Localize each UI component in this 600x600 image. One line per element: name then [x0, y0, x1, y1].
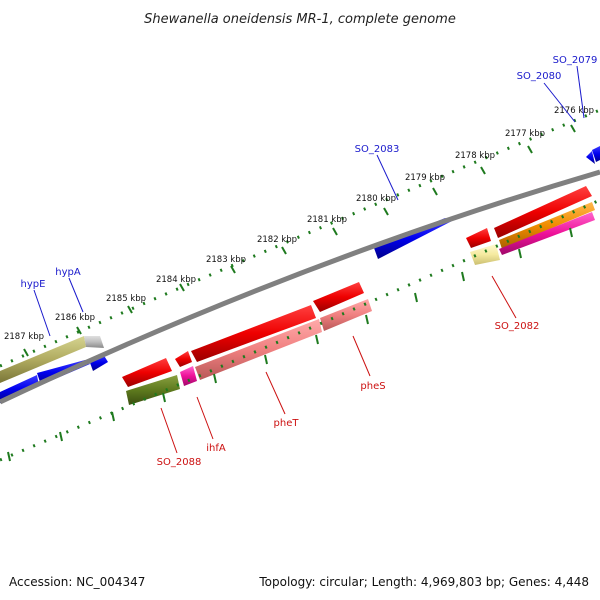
gene-label-so-2079[interactable]: SO_2079	[553, 55, 598, 66]
scale-label: 2182 kbp	[257, 235, 297, 245]
scale-label: 2187 kbp	[4, 332, 44, 342]
scale-label: 2178 kbp	[455, 151, 495, 161]
gene-so-2080[interactable]	[592, 146, 600, 162]
gene-ihfa[interactable]	[180, 366, 197, 386]
accession-text: Accession: NC_004347	[9, 575, 145, 589]
scale-label: 2184 kbp	[156, 275, 196, 285]
gene-label-so-2083[interactable]: SO_2083	[355, 144, 400, 155]
gene-so-2083[interactable]	[374, 218, 452, 259]
scale-label: 2180 kbp	[356, 194, 396, 204]
genome-backbone	[0, 169, 600, 405]
gene-label-ihfa[interactable]: ihfA	[206, 443, 226, 454]
reverse-tick-dots	[0, 198, 600, 462]
gene-red-2[interactable]	[175, 351, 192, 367]
reverse-tick-track	[0, 198, 600, 462]
gene-grey-left[interactable]	[84, 336, 104, 348]
gene-phet[interactable]	[195, 319, 322, 380]
genome-info-text: Topology: circular; Length: 4,969,803 bp…	[258, 575, 589, 589]
gene-orange-right[interactable]	[499, 202, 595, 249]
gene-red-1[interactable]	[122, 358, 172, 387]
gene-label-so-2082[interactable]: SO_2082	[495, 321, 540, 332]
gene-label-so-2088[interactable]: SO_2088	[157, 457, 202, 468]
gene-label-phes[interactable]: pheS	[360, 381, 385, 392]
gene-phes[interactable]	[320, 299, 372, 331]
gene-label-phet[interactable]: pheT	[274, 418, 300, 429]
scale-label: 2176 kbp	[554, 106, 594, 116]
gene-label-hype[interactable]: hypE	[21, 279, 46, 290]
forward-gene-labels: SO_2079 SO_2080 SO_2083 hypA hypE	[21, 55, 598, 290]
reverse-gene-labels: SO_2082 pheS pheT ihfA SO_2088	[157, 321, 540, 468]
gene-phet-upper[interactable]	[191, 305, 316, 362]
reverse-label-leaders	[160, 275, 517, 454]
gene-label-so-2080[interactable]: SO_2080	[517, 71, 562, 82]
gene-phes-upper[interactable]	[313, 282, 364, 312]
gene-red-right-small[interactable]	[466, 228, 491, 248]
scale-label: 2179 kbp	[405, 173, 445, 183]
map-title: Shewanella oneidensis MR-1, complete gen…	[144, 12, 456, 27]
scale-label: 2183 kbp	[206, 255, 246, 265]
scale-label: 2185 kbp	[106, 294, 146, 304]
scale-label: 2186 kbp	[55, 313, 95, 323]
gene-magenta-right[interactable]	[499, 212, 595, 255]
forward-tick-track	[0, 108, 600, 368]
gene-so-2082[interactable]	[470, 244, 500, 265]
gene-label-hypa[interactable]: hypA	[55, 267, 81, 278]
forward-label-leaders	[33, 65, 585, 337]
scale-labels: 2176 kbp 2177 kbp 2178 kbp 2179 kbp 2180…	[4, 106, 594, 342]
gene-so-2088[interactable]	[126, 375, 180, 405]
gene-olive-left[interactable]	[0, 336, 86, 383]
reverse-genes	[122, 186, 595, 405]
gene-so-2079[interactable]	[586, 151, 595, 164]
scale-label: 2177 kbp	[505, 129, 545, 139]
gene-so-2081[interactable]	[494, 186, 592, 238]
forward-major-ticks	[23, 124, 576, 357]
reverse-major-ticks	[7, 227, 573, 462]
scale-label: 2181 kbp	[307, 215, 347, 225]
